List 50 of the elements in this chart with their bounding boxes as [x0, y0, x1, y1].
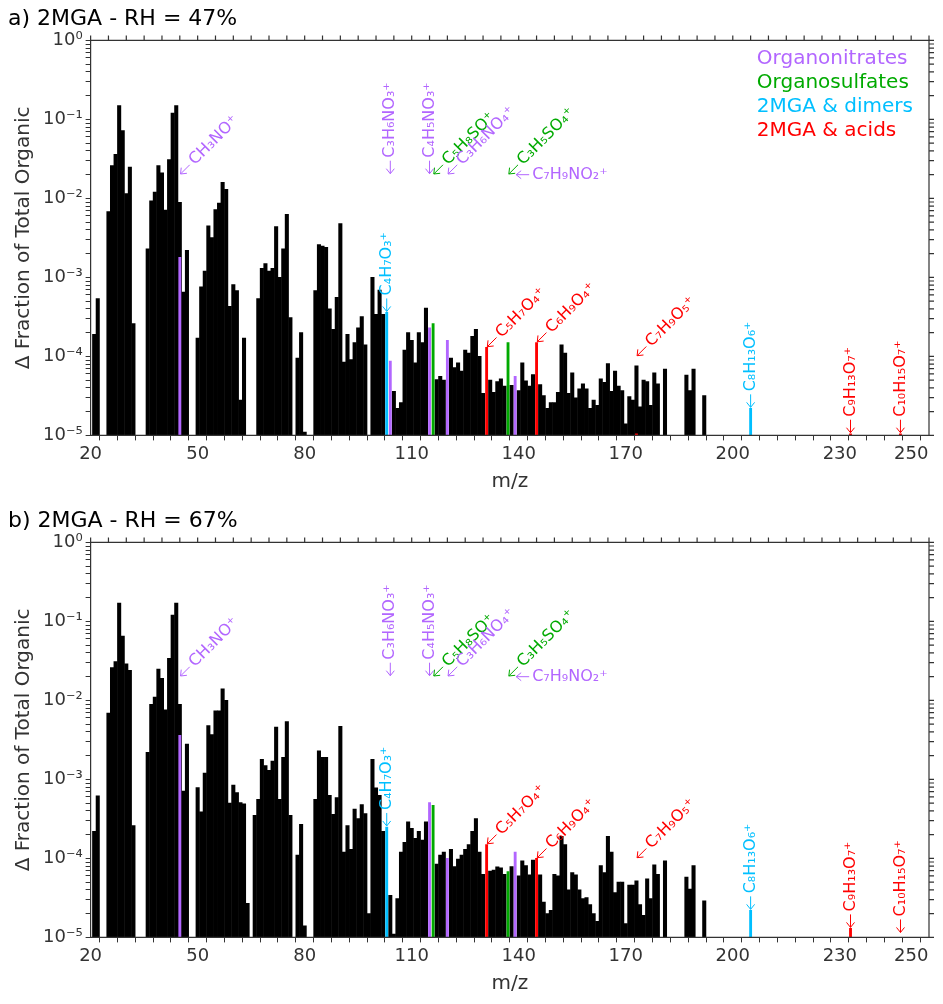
x-tick-label: 80: [293, 441, 317, 463]
x-tick-label: 230: [822, 441, 857, 463]
y-tick-label: 10⁰: [52, 530, 83, 552]
annotation: C₄H₅NO₃⁺: [418, 584, 438, 660]
y-tick-label: 10⁻³: [43, 265, 83, 287]
y-tick-label: 10⁻²: [43, 688, 83, 710]
x-axis-title: m/z: [491, 468, 529, 493]
annotation: C₇H₉NO₂⁺: [532, 163, 608, 183]
x-tick-label: 170: [608, 441, 643, 463]
text: Organosulfates: [756, 68, 909, 93]
annotation: C₉H₁₃O₇⁺: [839, 346, 859, 417]
chart-title: a) 2MGA - RH = 47%: [8, 4, 238, 30]
text: Organonitrates: [756, 44, 908, 69]
y-tick-label: 10⁻⁴: [43, 344, 83, 366]
x-tick-label: 50: [186, 943, 210, 965]
annotation: C₁₀H₁₅O₇⁺: [889, 340, 909, 417]
y-tick-label: 10⁻¹: [43, 609, 83, 631]
annotation: C₈H₁₃O₆⁺: [739, 321, 759, 392]
annotation: C₉H₁₃O₇⁺: [839, 841, 859, 912]
chart-title: b) 2MGA - RH = 67%: [8, 506, 238, 532]
annotation: C₃H₆NO₃⁺: [379, 82, 399, 158]
annotation: C₄H₅NO₃⁺: [418, 82, 438, 158]
y-tick-label: 10⁻²: [43, 186, 83, 208]
x-tick-label: 140: [501, 943, 536, 965]
x-tick-label: 200: [715, 441, 750, 463]
x-tick-label: 230: [822, 943, 857, 965]
x-axis-title: m/z: [491, 970, 529, 995]
annotation: C₃H₆NO₃⁺: [379, 584, 399, 660]
x-tick-label: 80: [293, 943, 317, 965]
y-tick-label: 10⁻³: [43, 767, 83, 789]
x-tick-label: 140: [501, 441, 536, 463]
x-tick-label: 200: [715, 943, 750, 965]
x-tick-label: 250: [893, 943, 929, 965]
x-tick-label: 170: [608, 943, 643, 965]
annotation: C₄H₇O₃⁺: [375, 746, 395, 810]
text: 2MGA & acids: [756, 116, 897, 141]
annotation: C₈H₁₃O₆⁺: [739, 823, 759, 894]
y-tick-label: 10⁰: [52, 28, 83, 50]
y-axis-title: Δ Fraction of Total Organic: [10, 608, 35, 872]
y-axis-title: Δ Fraction of Total Organic: [10, 106, 35, 370]
x-tick-label: 110: [394, 943, 429, 965]
x-tick-label: 250: [893, 441, 929, 463]
x-tick-label: 50: [186, 441, 210, 463]
annotation: C₁₀H₁₅O₇⁺: [889, 840, 909, 917]
annotation: C₄H₇O₃⁺: [375, 231, 395, 296]
annotation: C₇H₉NO₂⁺: [532, 665, 608, 685]
x-tick-label: 110: [394, 441, 429, 463]
y-tick-label: 10⁻¹: [43, 107, 83, 129]
text: 2MGA & dimers: [756, 92, 913, 117]
y-tick-label: 10⁻⁴: [43, 846, 83, 868]
